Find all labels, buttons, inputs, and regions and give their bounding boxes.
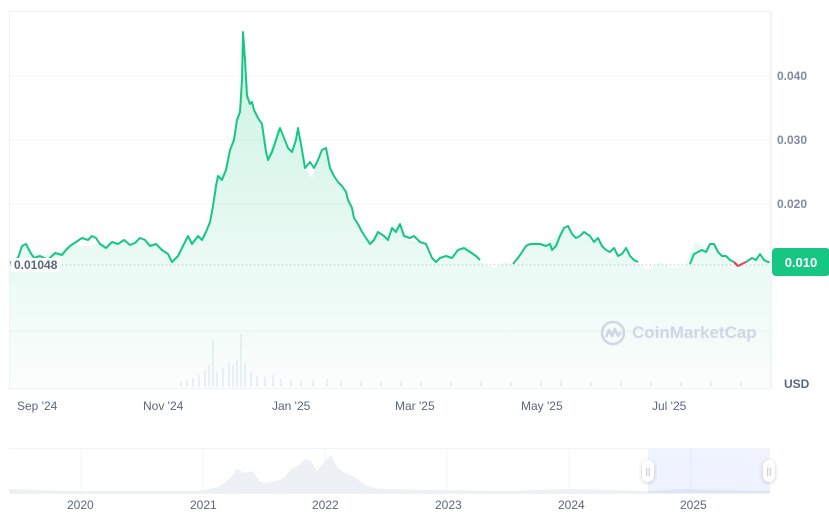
nav-tick-2025: 2025 <box>680 498 707 512</box>
x-tick-may-25: May '25 <box>521 399 563 413</box>
x-tick-mar-25: Mar '25 <box>395 399 435 413</box>
range-navigator[interactable]: || || <box>9 448 775 494</box>
nav-tick-2022: 2022 <box>312 498 339 512</box>
y-tick-0020: 0.020 <box>777 197 808 211</box>
x-tick-jul-25: Jul '25 <box>652 399 687 413</box>
y-tick-0040: 0.040 <box>777 69 808 83</box>
reference-price-label: 0.01048 <box>11 258 61 272</box>
chart-plot-area[interactable] <box>9 11 772 389</box>
current-price-badge: 0.010 <box>772 248 829 276</box>
price-line <box>9 31 481 264</box>
x-tick-nov-24: Nov '24 <box>143 399 184 413</box>
price-line-4 <box>745 253 770 263</box>
nav-tick-2020: 2020 <box>67 498 94 512</box>
navigator-selected-range[interactable] <box>648 449 770 493</box>
nav-tick-2021: 2021 <box>190 498 217 512</box>
nav-tick-2024: 2024 <box>558 498 585 512</box>
navigator-right-handle[interactable]: || <box>763 460 775 482</box>
coinmarketcap-watermark: CoinMarketCap <box>600 320 757 346</box>
x-tick-sep-24: Sep '24 <box>17 399 58 413</box>
currency-label: USD <box>784 377 810 391</box>
nav-tick-2023: 2023 <box>435 498 462 512</box>
navigator-history-svg <box>9 449 770 493</box>
watermark-text: CoinMarketCap <box>632 323 757 342</box>
price-line-below-3 <box>733 261 747 267</box>
price-line-2 <box>512 225 639 265</box>
price-area-fill <box>10 32 770 387</box>
price-line-3 <box>689 243 735 265</box>
navigator-left-handle[interactable]: || <box>642 460 654 482</box>
coinmarketcap-logo-icon <box>600 320 626 346</box>
x-tick-jan-25: Jan '25 <box>272 399 311 413</box>
y-tick-0030: 0.030 <box>777 133 808 147</box>
